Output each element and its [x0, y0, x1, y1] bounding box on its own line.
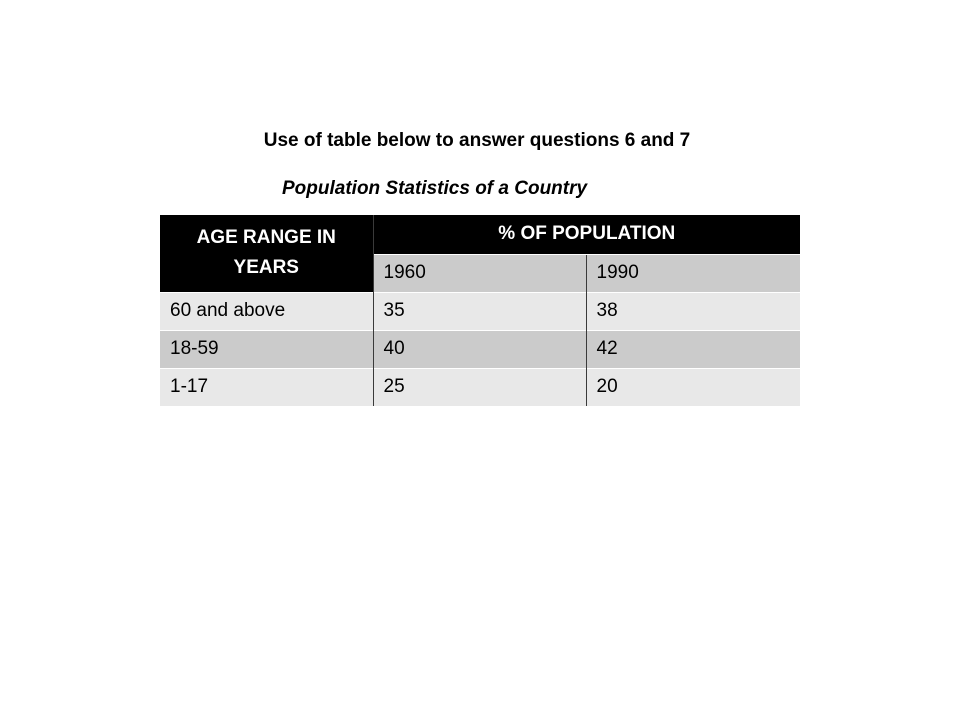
table-row: 60 and above 35 38 — [160, 291, 801, 330]
instruction-text: Use of table below to answer questions 6… — [263, 130, 691, 151]
population-table: AGE RANGE IN YEARS % OF POPULATION 1960 … — [160, 215, 801, 406]
header-age-range: AGE RANGE IN YEARS — [160, 215, 373, 292]
row-value-1960: 25 — [372, 367, 586, 406]
row-value-1990: 38 — [585, 291, 801, 330]
row-value-1990: 42 — [585, 329, 801, 368]
header-year-1990: 1990 — [585, 253, 801, 292]
row-value-1990: 20 — [585, 367, 801, 406]
table-row: 1-17 25 20 — [160, 367, 801, 406]
header-year-1960: 1960 — [372, 253, 586, 292]
table-title: Population Statistics of a Country — [282, 178, 588, 199]
row-value-1960: 35 — [372, 291, 586, 330]
row-age-range: 18-59 — [160, 329, 373, 368]
row-age-range: 60 and above — [160, 291, 373, 330]
table-row: 18-59 40 42 — [160, 329, 801, 368]
row-age-range: 1-17 — [160, 367, 373, 406]
row-value-1960: 40 — [372, 329, 586, 368]
header-percent-population: % OF POPULATION — [372, 215, 801, 254]
